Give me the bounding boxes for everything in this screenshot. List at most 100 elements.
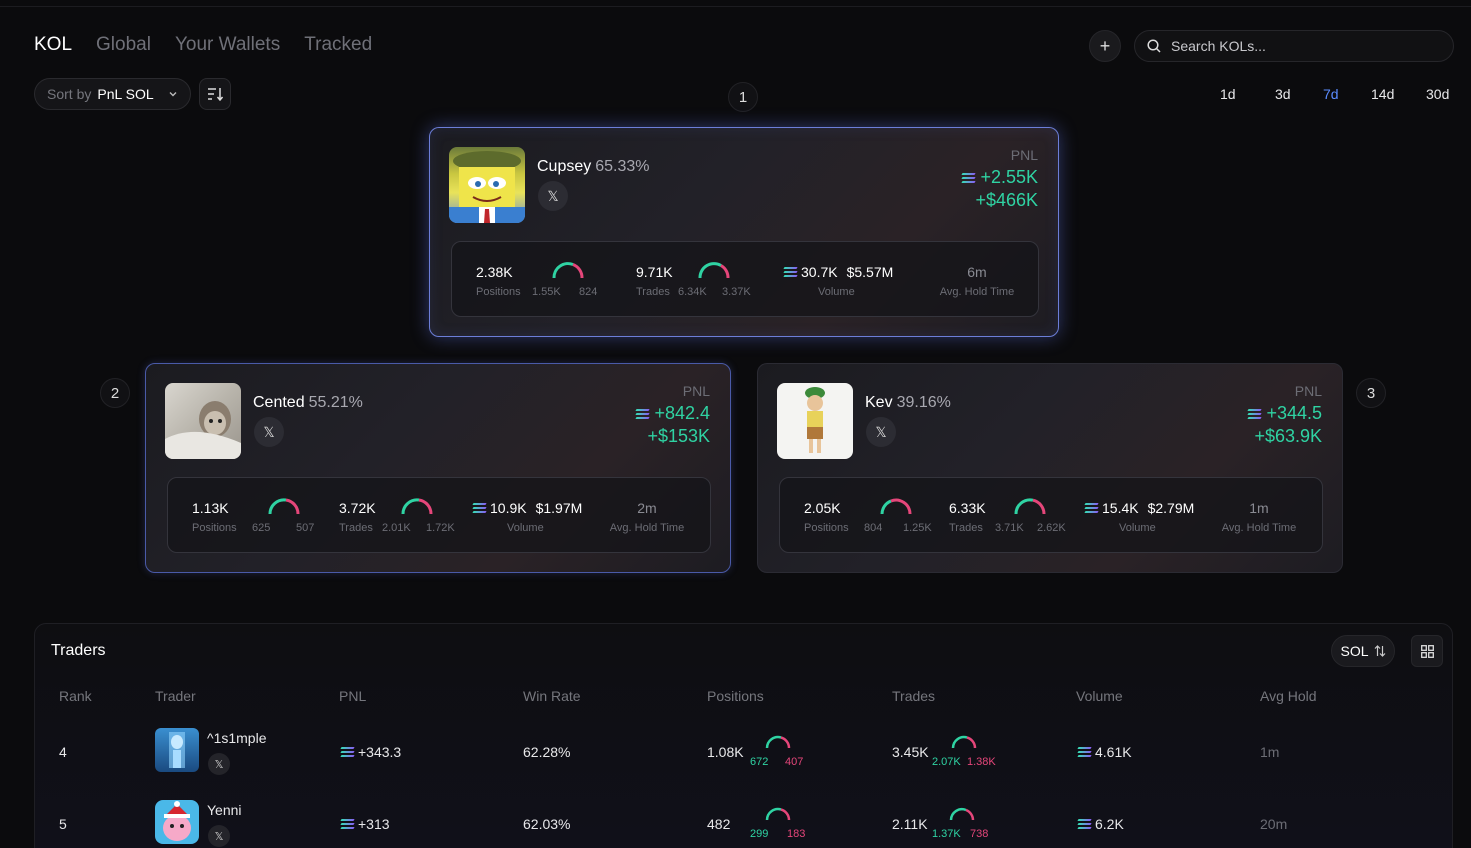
trades-gauge-icon (401, 498, 433, 515)
rank-cell: 4 (59, 744, 67, 760)
search-input[interactable] (1171, 38, 1431, 54)
pnl-block: PNL +2.55K +$466K (961, 147, 1038, 211)
volume-value: 6.2K (1095, 816, 1124, 832)
trades-value: 6.33K (949, 500, 986, 516)
avatar (449, 147, 525, 223)
pnl-sol: +344.5 (1247, 403, 1322, 424)
period-14d[interactable]: 14d (1371, 86, 1395, 102)
search-box[interactable] (1134, 30, 1454, 62)
trades-label: Trades (636, 286, 670, 298)
pnl-usd: +$63.9K (1254, 426, 1322, 446)
currency-toggle-button[interactable]: SOL (1331, 635, 1395, 667)
positions-gauge-icon (880, 498, 912, 515)
trades-stat: 6.33K Trades 3.71K 2.62K (949, 478, 1089, 552)
stats-panel: 2.38K Positions 1.55K 824 9.71K Trades 6… (451, 241, 1039, 317)
period-7d[interactable]: 7d (1323, 86, 1339, 102)
trades-loss: 3.37K (722, 286, 751, 298)
volume-usd: $2.79M (1147, 500, 1195, 516)
sort-order-button[interactable] (199, 78, 231, 110)
positions-value: 1.13K (192, 500, 229, 516)
pnl-block: PNL +344.5 +$63.9K (1247, 383, 1322, 447)
hold-value: 1m (1249, 500, 1269, 516)
pnl-sol: +2.55K (961, 167, 1038, 188)
positions-label: Positions (192, 522, 237, 534)
positions-gauge-icon (552, 262, 584, 279)
kol-card-3[interactable]: Kev 39.16% 𝕏 PNL +344.5 +$63.9K 2.05K Pos… (757, 363, 1343, 573)
kol-name[interactable]: Cented 55.21% (253, 394, 363, 412)
x-link-button[interactable]: 𝕏 (538, 181, 568, 211)
add-button[interactable]: + (1089, 30, 1121, 62)
avatar (155, 800, 199, 844)
period-30d[interactable]: 30d (1426, 86, 1450, 102)
trades-label: Trades (339, 522, 373, 534)
table-row[interactable]: 5 Yenni 𝕏 +313 62.03% 482 299 183 2.11K … (35, 788, 1452, 848)
period-3d[interactable]: 3d (1275, 86, 1291, 102)
hold-label: Avg. Hold Time (1221, 522, 1297, 534)
x-link-button[interactable]: 𝕏 (208, 825, 230, 847)
grid-icon (1420, 644, 1434, 658)
top-divider (0, 6, 1471, 7)
trades-cell: 2.11K (892, 816, 928, 832)
solana-icon (635, 408, 651, 419)
trades-loss: 738 (970, 828, 989, 840)
kol-card-1[interactable]: Cupsey 65.33% 𝕏 PNL +2.55K +$466K 2.38K P… (429, 127, 1059, 337)
trades-value: 9.71K (636, 264, 673, 280)
trades-win: 2.07K (932, 756, 961, 768)
hold-stat: 2m Avg. Hold Time (602, 478, 692, 552)
pnl-sol-value: +2.55K (980, 167, 1038, 187)
plus-icon: + (1099, 35, 1111, 56)
column-header-volume[interactable]: Volume (1076, 688, 1123, 704)
win-rate: 55.21% (308, 394, 363, 411)
volume-value: 10.9K $1.97M (472, 500, 582, 516)
volume-value: 15.4K $2.79M (1084, 500, 1195, 516)
x-link-button[interactable]: 𝕏 (208, 753, 230, 775)
hold-stat: 6m Avg. Hold Time (932, 242, 1022, 316)
column-header-rank[interactable]: Rank (59, 688, 92, 704)
pnl-usd: +$466K (975, 190, 1038, 210)
trades-win: 2.01K (382, 522, 411, 534)
trader-name[interactable]: Yenni (207, 802, 242, 818)
chevron-down-icon (169, 92, 177, 97)
column-header-trader[interactable]: Trader (155, 688, 196, 704)
solana-icon (1084, 503, 1099, 513)
kol-card-2[interactable]: Cented 55.21% 𝕏 PNL +842.4 +$153K 1.13K P… (145, 363, 731, 573)
period-1d[interactable]: 1d (1220, 86, 1236, 102)
stats-panel: 1.13K Positions 625 507 3.72K Trades 2.0… (167, 477, 711, 553)
positions-gauge-icon (268, 498, 300, 515)
rank-cell: 5 (59, 816, 67, 832)
tab-global[interactable]: Global (96, 34, 151, 55)
kol-name[interactable]: Cupsey 65.33% (537, 158, 650, 176)
column-header-trades[interactable]: Trades (892, 688, 936, 704)
volume-cell: 4.61K (1077, 744, 1132, 760)
traders-title: Traders (51, 642, 106, 659)
column-header-positions[interactable]: Positions (707, 688, 764, 704)
pnl-sol: +842.4 (635, 403, 710, 424)
pnl-usd: +$153K (647, 426, 710, 446)
table-row[interactable]: 4 ^1s1mple 𝕏 +343.3 62.28% 1.08K 672 407… (35, 716, 1452, 788)
rank-badge-1: 1 (728, 82, 758, 112)
avatar (777, 383, 853, 459)
grid-view-button[interactable] (1411, 635, 1443, 667)
column-header-pnl[interactable]: PNL (339, 688, 367, 704)
kol-name[interactable]: Kev 39.16% (865, 394, 951, 412)
hold-label: Avg. Hold Time (609, 522, 685, 534)
win-rate-cell: 62.28% (523, 744, 571, 760)
positions-win: 1.55K (532, 286, 561, 298)
volume-sol: 15.4K (1102, 500, 1139, 516)
trader-name[interactable]: ^1s1mple (207, 730, 267, 746)
trades-stat: 9.71K Trades 6.34K 3.37K (636, 242, 786, 316)
positions-win: 299 (750, 828, 769, 840)
sort-dropdown[interactable]: Sort by PnL SOL (34, 78, 191, 110)
stats-panel: 2.05K Positions 804 1.25K 6.33K Trades 3… (779, 477, 1323, 553)
x-link-button[interactable]: 𝕏 (866, 417, 896, 447)
positions-stat: 2.38K Positions 1.55K 824 (476, 242, 626, 316)
x-link-button[interactable]: 𝕏 (254, 417, 284, 447)
tab-tracked[interactable]: Tracked (304, 34, 373, 55)
trades-gauge-icon (698, 262, 730, 279)
pnl-cell: +313 (340, 816, 390, 832)
tab-kol[interactable]: KOL (34, 34, 73, 55)
solana-icon (340, 747, 355, 757)
column-header-avg-hold[interactable]: Avg Hold (1260, 688, 1317, 704)
column-header-win-rate[interactable]: Win Rate (523, 688, 581, 704)
tab-your-wallets[interactable]: Your Wallets (174, 34, 281, 55)
